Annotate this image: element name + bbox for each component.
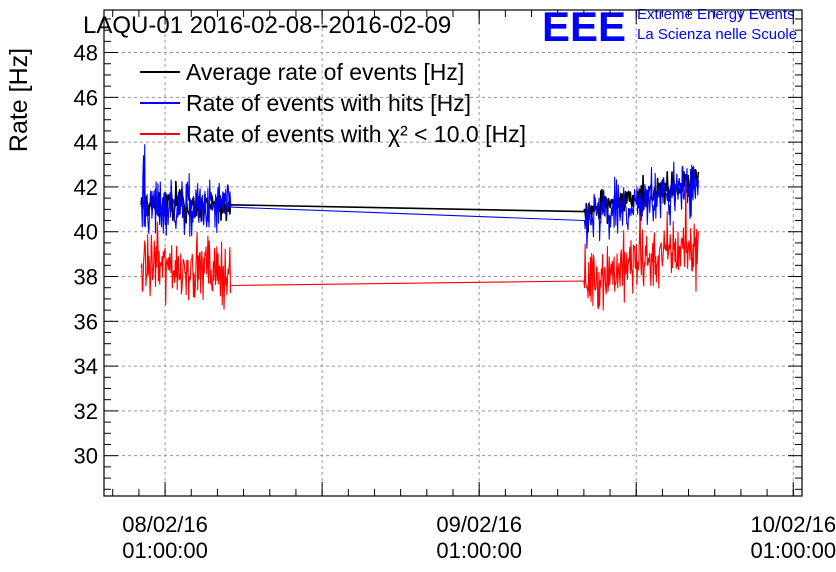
y-axis-label: Rate [Hz]: [5, 48, 33, 152]
y-tick-label: 32: [74, 399, 98, 424]
x-tick-label-time: 01:00:00: [750, 538, 836, 563]
x-tick-label-time: 01:00:00: [436, 538, 522, 563]
x-tick-label-date: 08/02/16: [122, 512, 208, 537]
y-tick-label: 38: [74, 265, 98, 290]
y-tick-label: 30: [74, 444, 98, 469]
series-line: [140, 144, 699, 249]
y-tick-label: 40: [74, 220, 98, 245]
series-line: [140, 180, 699, 311]
x-tick-label-time: 01:00:00: [122, 538, 208, 563]
y-tick-label: 44: [74, 130, 98, 155]
y-tick-label: 34: [74, 354, 98, 379]
y-tick-label: 42: [74, 175, 98, 200]
legend-label: Rate of events with hits [Hz]: [186, 90, 471, 116]
gridlines: [104, 10, 802, 496]
x-tick-label-date: 10/02/16: [750, 512, 836, 537]
x-axis: 08/02/1601:00:0009/02/1601:00:0010/02/16…: [112, 10, 836, 563]
series-layer: [140, 144, 700, 311]
y-tick-label: 48: [74, 41, 98, 66]
y-axis: 30 32 34 36 38 40 42 44 46 48: [74, 18, 802, 490]
eee-logo-line1: Extreme Energy Events: [637, 6, 795, 23]
eee-logo-line2: La Scienza nelle Scuole: [637, 26, 797, 43]
x-tick-label-date: 09/02/16: [436, 512, 522, 537]
y-tick-label: 36: [74, 309, 98, 334]
y-tick-label: 46: [74, 85, 98, 110]
legend-label: Rate of events with χ² < 10.0 [Hz]: [186, 121, 526, 147]
chart-title: LAQU-01 2016-02-08--2016-02-09: [83, 12, 451, 39]
legend: Average rate of events [Hz] Rate of event…: [140, 59, 526, 147]
legend-label: Average rate of events [Hz]: [186, 59, 464, 85]
